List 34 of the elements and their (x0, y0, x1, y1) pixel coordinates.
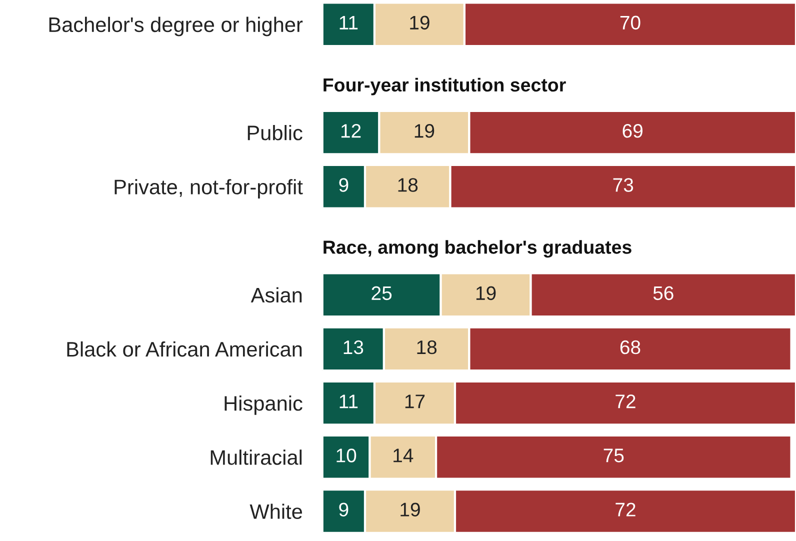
data-label: 25 (372, 286, 392, 300)
data-label: 11 (340, 16, 358, 30)
data-label: 19 (400, 502, 420, 516)
data-label: 19 (410, 16, 430, 30)
y-tick-label: Multiracial (210, 450, 302, 465)
data-label: 19 (476, 286, 496, 300)
data-label: 56 (653, 286, 674, 300)
data-label: 14 (394, 448, 414, 462)
y-tick-label: Public (248, 124, 302, 140)
data-label: 13 (344, 340, 364, 354)
data-label: 72 (616, 394, 636, 408)
data-label: 17 (405, 394, 425, 408)
data-label: 18 (417, 340, 437, 354)
data-label: 12 (341, 124, 361, 138)
data-label: 69 (622, 124, 642, 138)
data-label: 70 (620, 16, 640, 30)
data-label: 73 (613, 178, 634, 192)
annotation: Race, among bachelor's graduates (324, 240, 632, 258)
y-tick-label: Bachelor's degree or higher (49, 16, 303, 36)
y-tick-label: Asian (250, 287, 302, 303)
data-label: 9 (339, 178, 348, 192)
y-tick-label: White (250, 504, 302, 519)
y-tick-label: Black or African American (67, 341, 302, 357)
data-label: 18 (398, 178, 418, 192)
data-label: 9 (339, 502, 348, 516)
annotation: Four-year institution sector (324, 78, 566, 96)
y-tick-label: Private, not-for-profit (114, 179, 303, 199)
data-label: 75 (604, 448, 624, 462)
y-tick-label: Hispanic (224, 395, 302, 415)
data-label: 11 (340, 394, 358, 408)
data-label: 19 (414, 124, 434, 138)
data-label: 68 (620, 340, 640, 354)
data-label: 10 (336, 448, 356, 462)
data-label: 72 (616, 502, 636, 516)
